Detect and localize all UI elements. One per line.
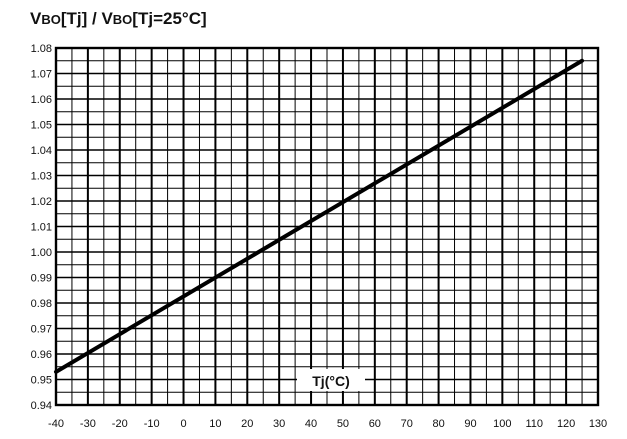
x-tick-label: 100 xyxy=(493,418,511,430)
y-tick-label: 1.06 xyxy=(31,94,52,106)
x-tick-label: 110 xyxy=(525,418,543,430)
series-layer xyxy=(54,58,585,374)
x-tick-label: 40 xyxy=(305,418,317,430)
y-tick-label: 0.95 xyxy=(31,375,52,387)
x-tick-label: -20 xyxy=(112,418,128,430)
x-tick-label: 90 xyxy=(464,418,476,430)
x-tick-label: 10 xyxy=(209,418,221,430)
y-tick-label: 1.01 xyxy=(31,222,52,234)
y-tick-labels: 0.94 0.95 0.96 0.97 0.98 0.99 1.00 1.01 1.02 1.03… xyxy=(31,43,52,412)
y-tick-label: 0.96 xyxy=(31,349,52,361)
x-axis-label: Tj(°C) xyxy=(312,373,349,389)
x-tick-label: 50 xyxy=(337,418,349,430)
y-tick-label: 0.99 xyxy=(31,273,52,285)
x-tick-label: 60 xyxy=(369,418,381,430)
x-axis-label-box xyxy=(297,369,365,391)
x-tick-label: 30 xyxy=(273,418,285,430)
x-tick-label: -10 xyxy=(144,418,160,430)
x-tick-labels: -40 -30 -20 -10 0 10 20 30 40 50 60 70 80 90 100 110 120… xyxy=(48,418,607,430)
x-tick-label: 80 xyxy=(432,418,444,430)
x-tick-label: 120 xyxy=(557,418,575,430)
x-tick-label: 130 xyxy=(589,418,607,430)
series-line xyxy=(54,58,585,374)
y-tick-label: 1.02 xyxy=(31,196,52,208)
y-tick-label: 0.98 xyxy=(31,298,52,310)
y-axis-label: VBO[Tj] / VBO[Tj=25°C] xyxy=(30,9,207,28)
x-axis-label-group: Tj(°C) xyxy=(297,369,365,391)
y-tick-label: 1.07 xyxy=(31,69,52,81)
x-tick-label: -40 xyxy=(48,418,64,430)
x-tick-label: 20 xyxy=(241,418,253,430)
plot-frame xyxy=(54,46,600,407)
y-tick-label: 1.03 xyxy=(31,171,52,183)
x-tick-label: -30 xyxy=(80,418,96,430)
y-tick-label: 0.97 xyxy=(31,324,52,336)
x-tick-label: 70 xyxy=(401,418,413,430)
y-tick-label: 0.94 xyxy=(31,400,52,412)
y-tick-label: 1.08 xyxy=(31,43,52,55)
y-tick-label: 1.04 xyxy=(31,145,52,157)
x-tick-label: 0 xyxy=(180,418,186,430)
y-tick-label: 1.00 xyxy=(31,247,52,259)
y-tick-label: 1.05 xyxy=(31,120,52,132)
